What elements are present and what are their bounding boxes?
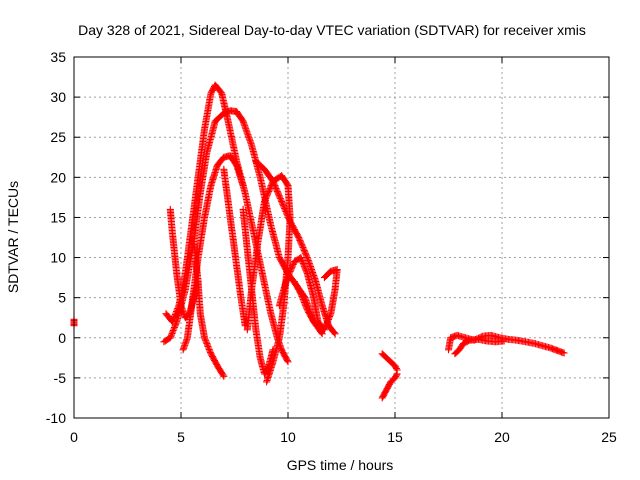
y-tick-label: 5 xyxy=(58,290,66,306)
series-arc6 xyxy=(220,165,249,330)
series-markers xyxy=(243,172,294,386)
data-marks xyxy=(70,81,568,402)
series-markers xyxy=(290,278,318,326)
series-arc13 xyxy=(378,370,401,402)
series-markers xyxy=(451,335,508,358)
y-tick-label: 20 xyxy=(50,169,66,185)
y-tick-label: 10 xyxy=(50,250,66,266)
y-tick-label: -5 xyxy=(54,370,67,386)
x-axis-label: GPS time / hours xyxy=(287,457,394,473)
x-tick-label: 20 xyxy=(494,429,510,445)
x-tick-label: 25 xyxy=(601,429,617,445)
series-arc5 xyxy=(190,238,228,380)
plot-frame xyxy=(73,56,610,419)
x-tick-label: 5 xyxy=(177,429,185,445)
series-markers xyxy=(378,350,401,374)
x-tick-label: 0 xyxy=(70,429,78,445)
y-tick-label: 0 xyxy=(58,330,66,346)
y-tick-label: 25 xyxy=(50,129,66,145)
y-axis-label: SDTVAR / TECUs xyxy=(5,181,21,293)
series-arc9 xyxy=(243,172,294,386)
y-tick-label: 35 xyxy=(50,49,66,65)
series-arc4 xyxy=(166,205,202,322)
series-arc12 xyxy=(378,350,401,374)
series-markers xyxy=(275,254,341,334)
y-tick-label: 15 xyxy=(50,209,66,225)
series-markers xyxy=(166,205,202,322)
series-arc10 xyxy=(275,254,341,334)
y-tick-label: -10 xyxy=(46,410,66,426)
series-markers xyxy=(190,238,228,380)
series-markers xyxy=(220,165,249,330)
x-tick-label: 10 xyxy=(280,429,296,445)
series-arc15 xyxy=(451,335,508,358)
y-tick-label: 30 xyxy=(50,89,66,105)
grid xyxy=(74,57,609,418)
x-tick-label: 15 xyxy=(387,429,403,445)
series-markers xyxy=(378,370,401,402)
axis-ticks: 0 5 10 15 20 25 -10 -5 0 5 10 15 20 25 30 35 xyxy=(46,49,617,445)
chart-title: Day 328 of 2021, Sidereal Day-to-day VTE… xyxy=(78,22,586,38)
series-arc11 xyxy=(290,278,318,326)
